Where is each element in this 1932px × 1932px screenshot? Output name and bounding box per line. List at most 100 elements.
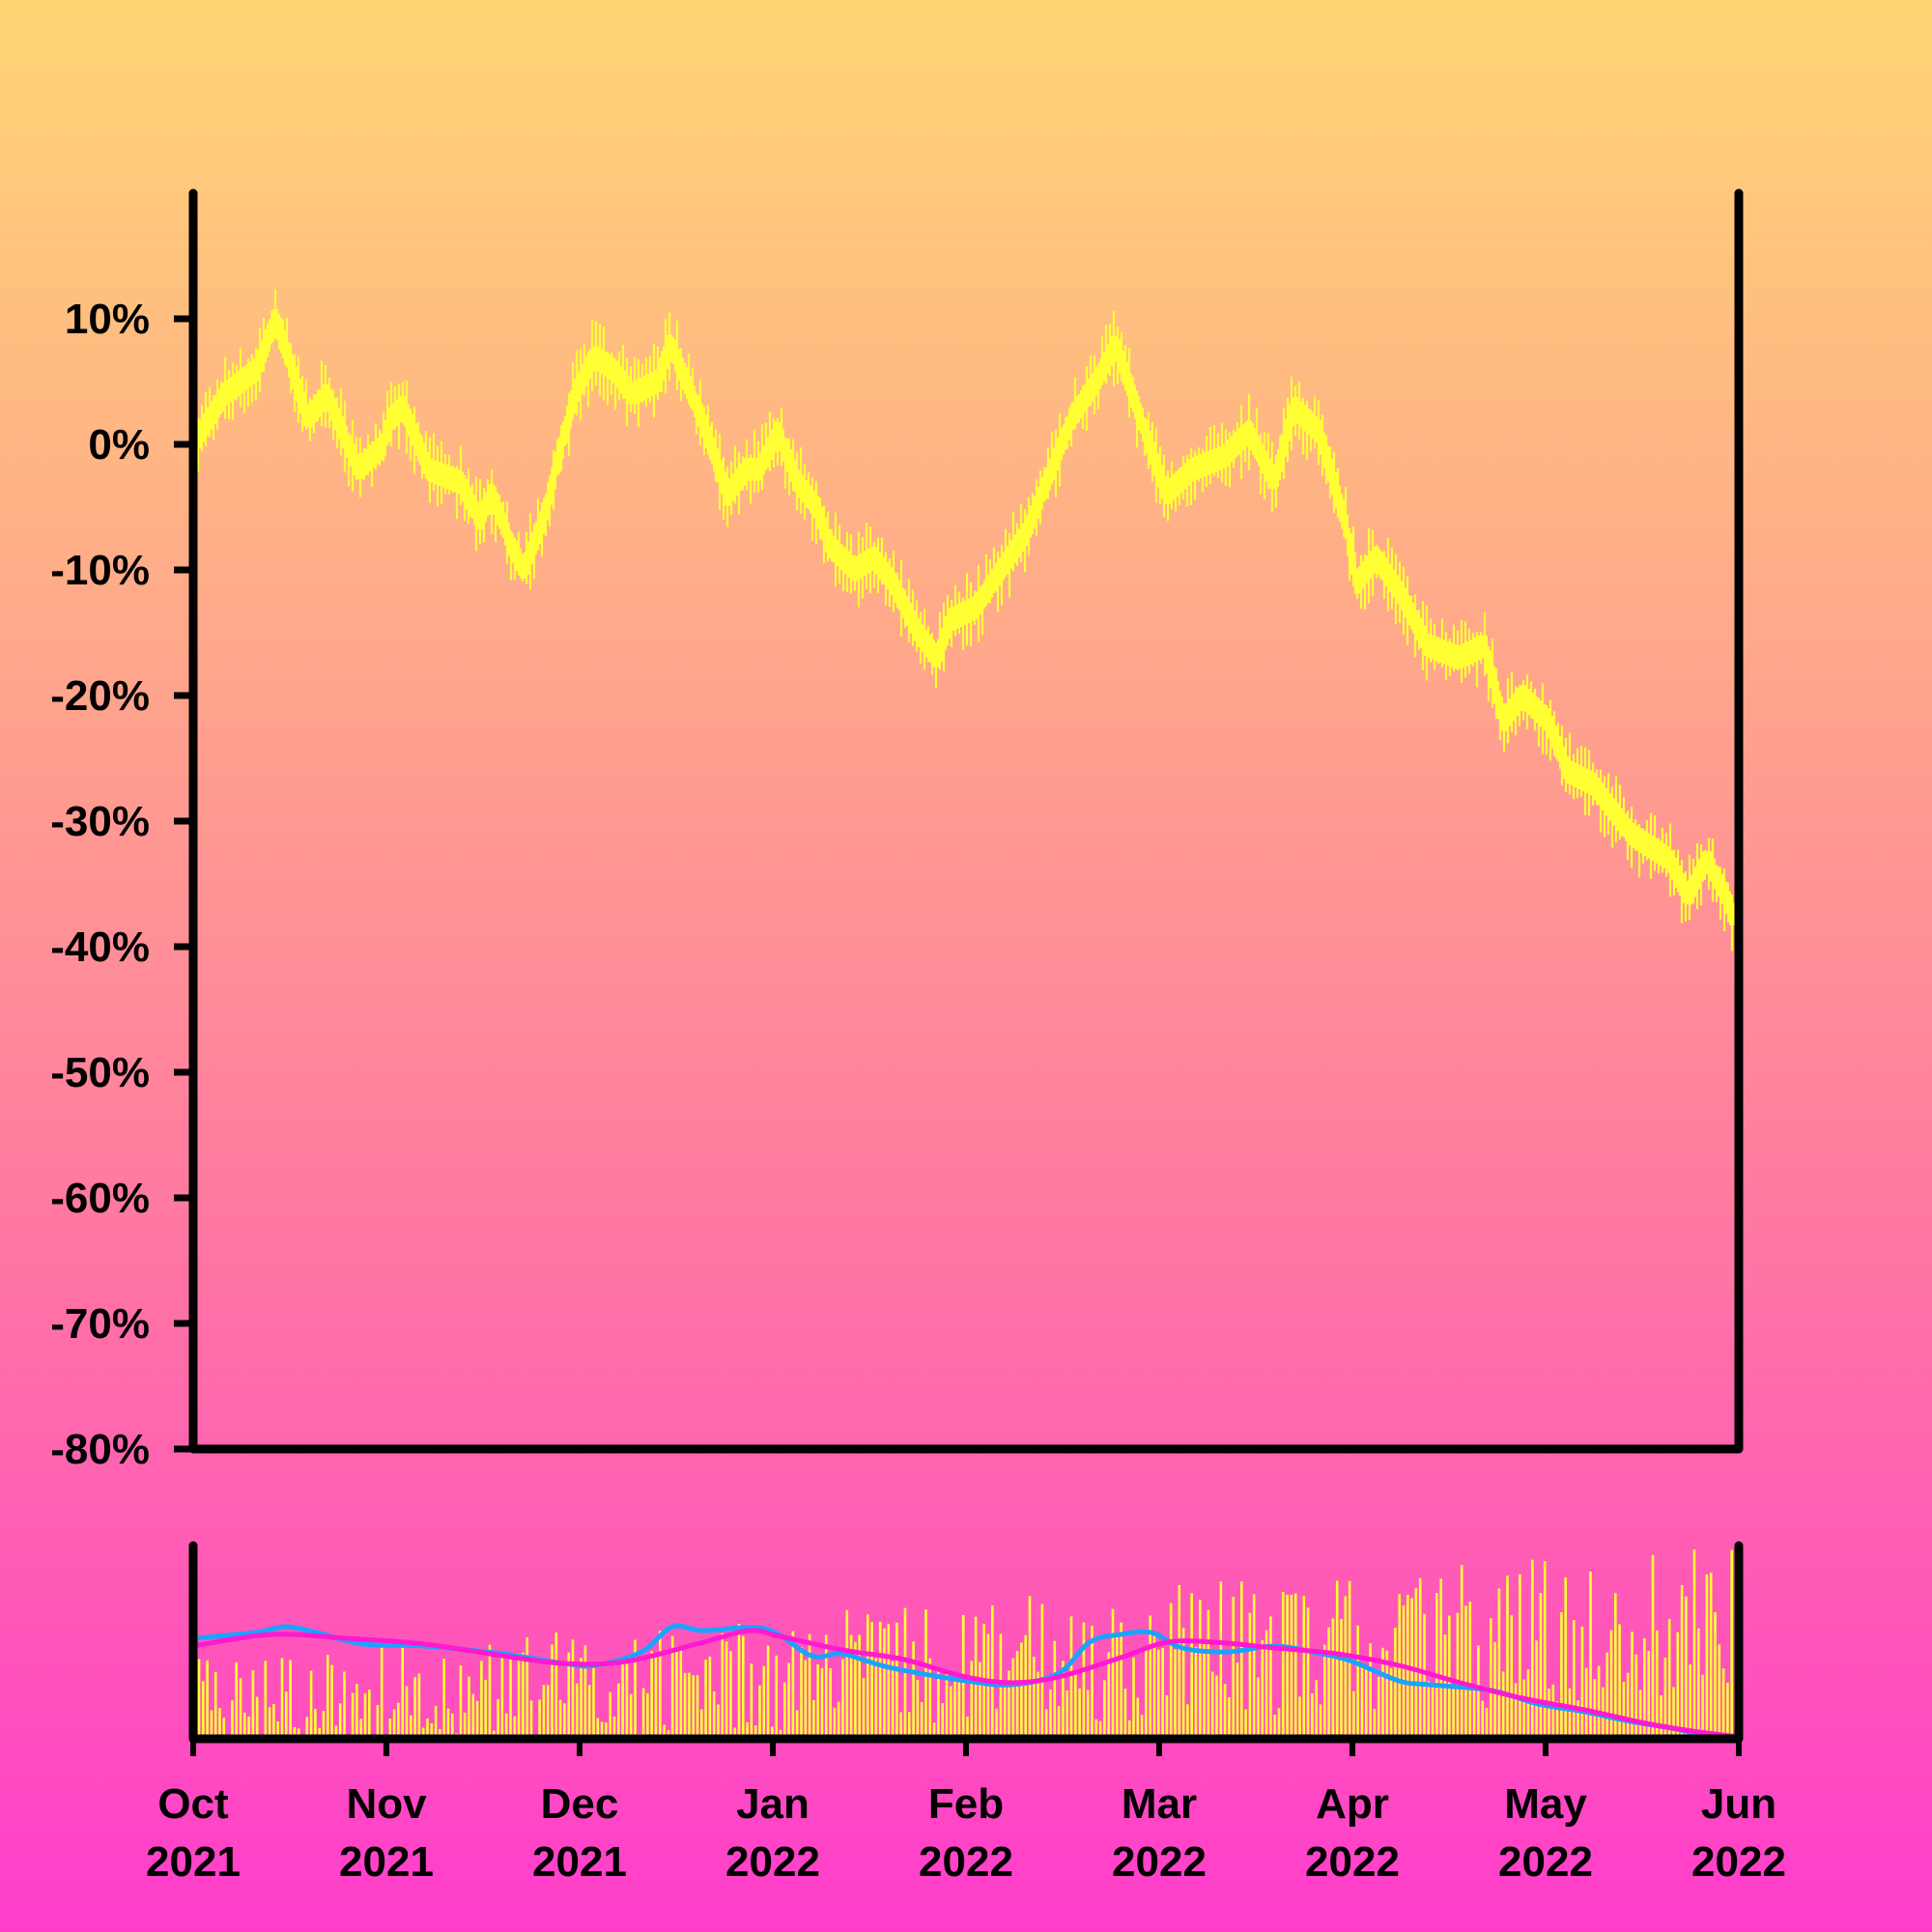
price-body: [1451, 644, 1457, 668]
volume-bar: [430, 1723, 434, 1739]
volume-bar: [953, 1679, 956, 1739]
price-body: [334, 407, 340, 431]
y-tick-label: 0%: [88, 421, 150, 469]
price-body: [462, 479, 468, 502]
price-body: [1196, 455, 1202, 478]
volume-bar: [1277, 1708, 1281, 1739]
price-body: [357, 456, 363, 479]
price-body: [276, 318, 282, 341]
price-body: [840, 547, 846, 571]
y-tick-label: -50%: [50, 1049, 150, 1096]
price-body: [1443, 641, 1449, 665]
price-body: [1122, 361, 1128, 385]
price-body: [1412, 610, 1418, 634]
volume-bar: [243, 1712, 246, 1739]
price-body: [1003, 552, 1009, 575]
price-body: [1320, 432, 1325, 456]
volume-bar: [650, 1651, 653, 1739]
price-body: [628, 381, 634, 404]
volume-bar: [1535, 1640, 1538, 1739]
volume-bar: [1701, 1674, 1704, 1739]
price-body: [1080, 390, 1086, 413]
volume-bar: [771, 1726, 774, 1739]
price-body: [821, 518, 827, 541]
x-tick-year: 2022: [1498, 1838, 1593, 1886]
price-body: [1509, 697, 1515, 722]
price-body: [1362, 560, 1368, 584]
x-tick-year: 2022: [919, 1838, 1013, 1886]
volume-bar: [625, 1658, 629, 1739]
price-body: [717, 460, 723, 483]
volume-bar: [1111, 1608, 1115, 1739]
price-body: [477, 506, 483, 530]
price-body: [1428, 635, 1434, 659]
price-body: [381, 433, 386, 457]
volume-bar: [1431, 1687, 1435, 1739]
x-tick-month: Jan: [736, 1780, 810, 1828]
price-body: [1350, 552, 1356, 576]
price-body: [782, 439, 788, 462]
volume-bar: [222, 1718, 226, 1739]
price-body: [446, 466, 452, 490]
x-axis: Oct 2021 Nov 2021 Dec 2021 Jan 2022 Feb 2022 Mar 20…: [146, 1739, 1786, 1886]
volume-bar: [1057, 1706, 1061, 1739]
price-body: [1165, 481, 1171, 505]
price-body: [539, 511, 545, 534]
price-body: [918, 624, 923, 647]
y-tick-label: -60%: [50, 1175, 150, 1222]
volume-bar: [439, 1728, 441, 1739]
volume-bar: [812, 1700, 815, 1739]
price-body: [1636, 828, 1642, 851]
price-body: [1598, 782, 1604, 806]
price-body: [1609, 798, 1615, 821]
volume-bar: [355, 1684, 358, 1739]
price-body: [284, 342, 290, 365]
price-body: [1269, 466, 1275, 490]
price-axes-frame: [188, 188, 1744, 1454]
volume-bar: [1103, 1680, 1106, 1739]
volume-bar: [729, 1651, 732, 1739]
price-body: [435, 462, 440, 485]
price-body: [1559, 746, 1565, 769]
price-body: [1633, 825, 1638, 848]
volume-panel: [190, 1549, 1742, 1742]
price-body: [1563, 756, 1569, 780]
price-body: [875, 552, 881, 575]
price-body: [1671, 858, 1677, 881]
volume-bar: [995, 1708, 998, 1739]
volume-bar: [480, 1661, 483, 1739]
price-body: [1146, 430, 1151, 454]
price-body: [1316, 419, 1321, 443]
volume-bar: [1543, 1561, 1547, 1739]
price-body: [895, 580, 900, 604]
volume-bar: [1460, 1564, 1463, 1739]
price-body: [744, 458, 750, 481]
volume-bar: [1078, 1688, 1081, 1739]
volume-bar: [1522, 1679, 1525, 1739]
price-body: [1648, 836, 1654, 859]
axes-frame: [188, 188, 1744, 1744]
price-body: [1065, 416, 1070, 440]
volume-bar: [1236, 1662, 1239, 1739]
volume-bar: [1178, 1584, 1181, 1739]
volume-bar: [376, 1704, 380, 1739]
price-body: [1621, 812, 1627, 837]
volume-bar: [1240, 1581, 1243, 1739]
volume-bar: [1003, 1682, 1007, 1739]
price-body: [265, 328, 270, 353]
price-body: [578, 371, 583, 394]
price-body: [1520, 685, 1526, 708]
price-body: [1126, 373, 1132, 396]
volume-bar: [1174, 1649, 1177, 1739]
price-body: [1010, 540, 1016, 563]
price-body: [960, 602, 966, 626]
price-body: [1053, 447, 1059, 470]
volume-bar: [750, 1663, 753, 1739]
price-body: [902, 595, 908, 618]
y-axis: 10% 0% -10% -20% -30% -40% -50% -60% -70% -80%: [50, 296, 193, 1473]
price-body: [659, 357, 665, 381]
price-body: [833, 539, 838, 563]
volume-bar: [1232, 1596, 1235, 1739]
volume-bar: [1040, 1604, 1044, 1739]
price-body: [1378, 552, 1383, 576]
